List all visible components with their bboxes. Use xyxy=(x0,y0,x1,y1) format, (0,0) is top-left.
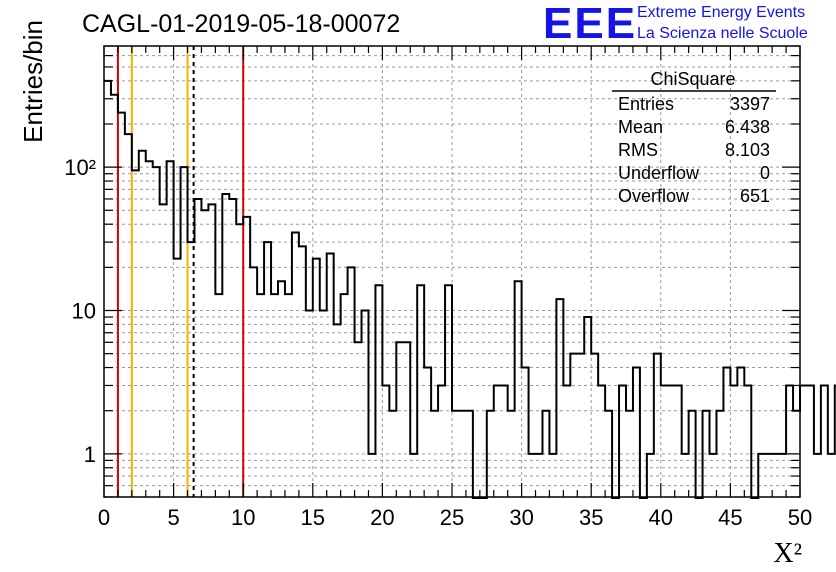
x-tick-label: 45 xyxy=(718,505,742,530)
histogram-bin xyxy=(828,454,835,497)
histogram-bin xyxy=(194,199,201,497)
histogram-bin xyxy=(174,259,181,497)
histogram-bin xyxy=(424,368,431,497)
brand-line-1: Extreme Energy Events xyxy=(637,4,806,21)
histogram-bin xyxy=(619,385,626,497)
x-tick-label: 5 xyxy=(167,505,179,530)
histogram-bin xyxy=(264,242,271,497)
eee-logo: EEE xyxy=(543,0,638,48)
histogram-bin xyxy=(668,385,675,497)
histogram-bin xyxy=(661,385,668,497)
histogram-bin xyxy=(250,267,257,497)
histogram-bin xyxy=(522,368,529,497)
histogram-bin xyxy=(181,167,188,497)
histogram-bin xyxy=(515,281,522,497)
x-tick-label: 40 xyxy=(649,505,673,530)
y-tick-label: 10² xyxy=(64,155,96,180)
brand-line-2: La Scienza nelle Scuole xyxy=(637,25,808,42)
stats-row-label: Entries xyxy=(618,94,674,114)
histogram-bin xyxy=(591,354,598,497)
x-tick-label: 0 xyxy=(98,505,110,530)
histogram-bin xyxy=(654,354,661,497)
histogram-bin xyxy=(146,161,153,497)
stats-title: ChiSquare xyxy=(650,69,735,89)
histogram-bin xyxy=(563,385,570,497)
histogram-bin xyxy=(438,385,445,497)
histogram-bin xyxy=(821,385,828,497)
histogram-bin xyxy=(814,454,821,497)
histogram-bin xyxy=(236,224,243,497)
stats-row-label: RMS xyxy=(618,140,658,160)
histogram-outline xyxy=(104,79,836,499)
stats-row-value: 8.103 xyxy=(725,140,770,160)
histogram-bin xyxy=(278,281,285,497)
histogram-bin xyxy=(403,342,410,497)
histogram-bin xyxy=(362,310,369,497)
histogram-bin xyxy=(229,199,236,497)
histogram-bin xyxy=(570,354,577,497)
y-tick-label: 1 xyxy=(84,442,96,467)
histogram-bin xyxy=(737,368,744,497)
histogram-bin xyxy=(723,368,730,497)
histogram-bin xyxy=(132,170,139,497)
stats-row-value: 651 xyxy=(740,186,770,206)
histogram-bin xyxy=(800,385,807,497)
histogram-bin xyxy=(125,134,132,497)
histogram-bin xyxy=(160,204,167,497)
histogram-bin xyxy=(348,267,355,497)
y-tick-label: 10 xyxy=(72,298,96,323)
histogram-bin xyxy=(167,161,174,497)
stats-row-label: Underflow xyxy=(618,163,700,183)
histogram-bin xyxy=(501,385,508,497)
histogram-bin xyxy=(396,342,403,497)
x-tick-label: 30 xyxy=(509,505,533,530)
histogram-bin xyxy=(598,385,605,497)
y-axis-label: Entries/bin xyxy=(18,20,48,143)
histogram-bin xyxy=(577,354,584,497)
histogram-bin xyxy=(633,368,640,497)
histogram-bin xyxy=(111,95,118,497)
histogram-bin xyxy=(675,385,682,497)
histogram-bin xyxy=(299,246,306,497)
histogram-bin xyxy=(807,385,814,497)
stats-row-value: 3397 xyxy=(730,94,770,114)
stats-row-label: Overflow xyxy=(618,186,690,206)
x-tick-label: 15 xyxy=(301,505,325,530)
histogram-bin xyxy=(104,81,111,497)
histogram-bin xyxy=(313,259,320,497)
histogram-bin xyxy=(584,317,591,497)
histogram-bin xyxy=(320,310,327,497)
histogram-bin xyxy=(786,385,793,497)
histogram-bin xyxy=(494,385,501,497)
histogram-bin xyxy=(208,204,215,497)
x-axis-label: X² xyxy=(773,538,802,569)
histogram-bin xyxy=(222,194,229,497)
histogram-bin xyxy=(153,167,160,497)
histogram-bin xyxy=(355,342,362,497)
x-tick-label: 10 xyxy=(231,505,255,530)
x-tick-label: 35 xyxy=(579,505,603,530)
histogram-bin xyxy=(382,385,389,497)
x-tick-label: 50 xyxy=(788,505,812,530)
histogram-bin xyxy=(306,310,313,497)
stats-row-value: 0 xyxy=(760,163,770,183)
axis-ticks: 0 5 10 15 20 25 30 35 40 45 50 1 10 10² xyxy=(64,45,812,530)
histogram-bin xyxy=(292,233,299,497)
histogram-bin xyxy=(243,217,250,497)
histogram-bin xyxy=(118,113,125,497)
histogram-bin xyxy=(730,385,737,497)
stats-box: ChiSquare Entries 3397 Mean 6.438 RMS 8.103 Und… xyxy=(612,69,776,206)
stats-row-label: Mean xyxy=(618,117,663,137)
x-tick-label: 25 xyxy=(440,505,464,530)
stats-row-value: 6.438 xyxy=(725,117,770,137)
histogram-bin xyxy=(744,385,751,497)
plot-title: CAGL-01-2019-05-18-00072 xyxy=(82,10,401,38)
x-tick-label: 20 xyxy=(370,505,394,530)
